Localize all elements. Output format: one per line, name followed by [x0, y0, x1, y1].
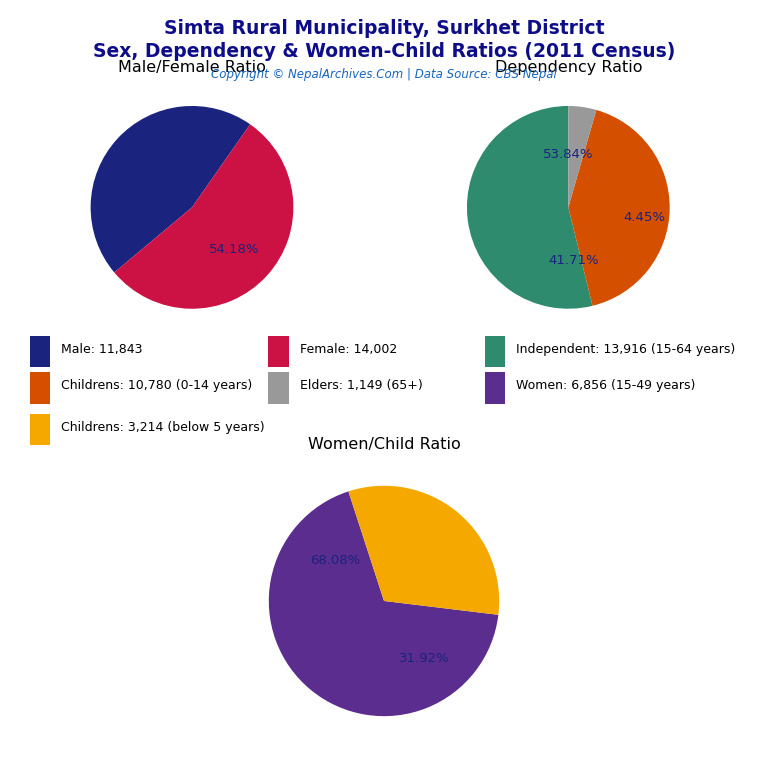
Bar	[485, 372, 505, 404]
Text: Childrens: 3,214 (below 5 years): Childrens: 3,214 (below 5 years)	[61, 421, 265, 433]
Text: Simta Rural Municipality, Surkhet District: Simta Rural Municipality, Surkhet Distri…	[164, 19, 604, 38]
Text: 45.82%: 45.82%	[111, 162, 161, 175]
Title: Male/Female Ratio: Male/Female Ratio	[118, 61, 266, 75]
Bar	[30, 414, 51, 445]
Text: Sex, Dependency & Women-Child Ratios (2011 Census): Sex, Dependency & Women-Child Ratios (20…	[93, 42, 675, 61]
Text: 4.45%: 4.45%	[624, 211, 665, 224]
Text: 68.08%: 68.08%	[310, 554, 361, 567]
Text: Elders: 1,149 (65+): Elders: 1,149 (65+)	[300, 379, 422, 392]
Wedge shape	[114, 124, 293, 309]
Bar	[269, 372, 289, 404]
Text: 31.92%: 31.92%	[399, 652, 449, 665]
Bar	[30, 372, 51, 404]
Text: 41.71%: 41.71%	[548, 253, 599, 266]
Text: Copyright © NepalArchives.Com | Data Source: CBS Nepal: Copyright © NepalArchives.Com | Data Sou…	[211, 68, 557, 81]
Wedge shape	[467, 106, 593, 309]
Wedge shape	[568, 106, 596, 207]
Text: 53.84%: 53.84%	[543, 148, 594, 161]
Wedge shape	[91, 106, 250, 273]
Wedge shape	[349, 486, 499, 615]
Bar	[269, 336, 289, 367]
Bar	[30, 336, 51, 367]
Bar	[485, 336, 505, 367]
Title: Women/Child Ratio: Women/Child Ratio	[308, 437, 460, 452]
Text: Independent: 13,916 (15-64 years): Independent: 13,916 (15-64 years)	[516, 343, 736, 356]
Text: Female: 14,002: Female: 14,002	[300, 343, 397, 356]
Title: Dependency Ratio: Dependency Ratio	[495, 61, 642, 75]
Wedge shape	[568, 110, 670, 306]
Text: Childrens: 10,780 (0-14 years): Childrens: 10,780 (0-14 years)	[61, 379, 253, 392]
Text: Women: 6,856 (15-49 years): Women: 6,856 (15-49 years)	[516, 379, 696, 392]
Text: Male: 11,843: Male: 11,843	[61, 343, 143, 356]
Wedge shape	[269, 492, 498, 716]
Text: 54.18%: 54.18%	[210, 243, 260, 257]
